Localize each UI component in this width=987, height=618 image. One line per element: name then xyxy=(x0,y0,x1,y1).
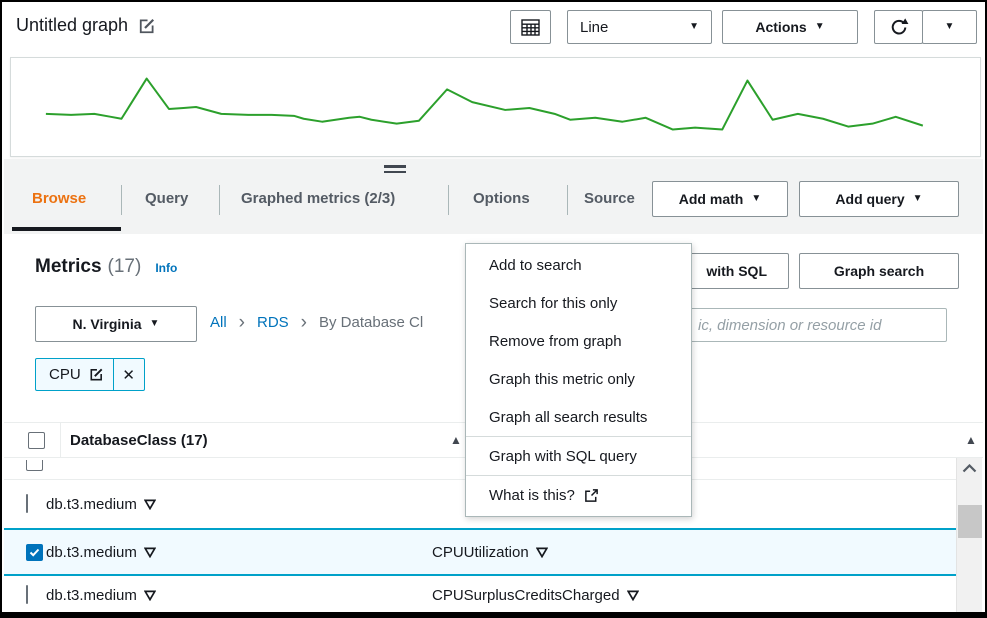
add-query-label: Add query xyxy=(835,191,905,207)
add-math-button[interactable]: Add math ▼ xyxy=(652,181,788,217)
caret-down-icon: ▼ xyxy=(814,21,825,32)
grid-icon xyxy=(521,18,540,36)
remove-filter-button[interactable]: ✕ xyxy=(112,359,144,390)
breadcrumb: All › RDS › By Database Cl xyxy=(210,311,424,333)
database-class-cell: db.t3.medium xyxy=(46,586,137,604)
menu-item-search-for-this-only[interactable]: Search for this only xyxy=(489,294,618,312)
add-query-button[interactable]: Add query ▼ xyxy=(799,181,959,217)
menu-item-graph-all-search-results[interactable]: Graph all search results xyxy=(489,408,648,426)
caret-down-icon: ▼ xyxy=(912,193,923,204)
filter-pill-label: CPU xyxy=(49,366,81,383)
table-row[interactable]: db.t3.medium CPUSurplusCreditsCharged xyxy=(4,576,956,612)
row-checkbox-checked[interactable] xyxy=(26,543,43,561)
filter-pill: CPU ✕ xyxy=(35,358,145,391)
row-checkbox[interactable] xyxy=(26,585,28,604)
menu-item-graph-this-metric-only[interactable]: Graph this metric only xyxy=(489,370,635,388)
region-label: N. Virginia xyxy=(72,316,142,332)
filter-caret-icon[interactable] xyxy=(626,590,639,601)
metric-line xyxy=(46,79,923,130)
chevron-right-icon: › xyxy=(238,311,245,333)
tab-query[interactable]: Query xyxy=(145,190,189,207)
context-menu: Add to search Search for this only Remov… xyxy=(465,243,692,517)
breadcrumb-link-rds[interactable]: RDS xyxy=(257,314,289,331)
menu-item-graph-with-sql-query[interactable]: Graph with SQL query xyxy=(489,447,637,465)
tab-separator xyxy=(448,185,449,215)
tab-separator xyxy=(219,185,220,215)
refresh-options-button[interactable]: ▼ xyxy=(922,10,977,44)
database-class-cell: db.t3.medium xyxy=(46,543,137,561)
caret-down-icon: ▼ xyxy=(689,21,699,32)
column-header-databaseclass[interactable]: DatabaseClass (17) xyxy=(70,432,208,449)
external-link-icon xyxy=(584,488,599,503)
graph-search-button[interactable]: Graph search xyxy=(799,253,959,289)
tab-browse[interactable]: Browse xyxy=(32,190,87,207)
active-tab-underline xyxy=(12,227,121,231)
row-checkbox[interactable] xyxy=(26,494,28,513)
caret-down-icon: ▼ xyxy=(149,318,160,329)
graph-title-row: Untitled graph xyxy=(16,15,156,36)
graph-type-select[interactable]: Line ▼ xyxy=(567,10,712,44)
metric-name-cell: CPUSurplusCreditsCharged xyxy=(432,586,620,604)
tab-strip: Browse Query Graphed metrics (2/3) Optio… xyxy=(4,159,983,234)
metric-search-input[interactable] xyxy=(692,308,947,342)
metrics-title: Metrics xyxy=(35,256,102,277)
column-divider xyxy=(60,423,61,458)
chevron-up-icon xyxy=(962,464,977,473)
refresh-icon xyxy=(889,17,909,37)
menu-item-label: What is this? xyxy=(489,486,575,504)
filter-caret-icon[interactable] xyxy=(143,590,156,601)
tab-separator xyxy=(121,185,122,215)
database-class-cell: db.t3.medium xyxy=(46,495,137,513)
filter-caret-icon[interactable] xyxy=(143,499,156,510)
actions-button[interactable]: Actions ▼ xyxy=(722,10,858,44)
select-all-checkbox[interactable] xyxy=(28,432,45,449)
sort-asc-icon-col2[interactable]: ▲ xyxy=(965,433,977,447)
tab-options[interactable]: Options xyxy=(473,190,530,207)
query-with-sql-label: with SQL xyxy=(706,263,767,279)
metric-chart[interactable] xyxy=(10,57,981,157)
caret-down-icon: ▼ xyxy=(944,21,955,32)
caret-down-icon: ▼ xyxy=(751,193,762,204)
chevron-right-icon: › xyxy=(300,311,307,333)
scrollbar-up-button[interactable] xyxy=(957,464,982,473)
menu-divider xyxy=(466,436,691,437)
table-row-selected[interactable]: db.t3.medium CPUUtilization xyxy=(4,528,956,576)
menu-divider xyxy=(466,475,691,476)
metrics-count: (17) xyxy=(107,256,142,277)
graph-title: Untitled graph xyxy=(16,15,129,35)
region-select[interactable]: N. Virginia ▼ xyxy=(35,306,197,342)
row-checkbox-partial[interactable] xyxy=(26,460,43,471)
scrollbar-thumb[interactable] xyxy=(958,505,982,538)
add-math-label: Add math xyxy=(678,191,744,207)
tab-separator xyxy=(567,185,568,215)
menu-item-remove-from-graph[interactable]: Remove from graph xyxy=(489,332,622,350)
graph-type-value: Line xyxy=(580,18,609,36)
close-icon: ✕ xyxy=(122,366,135,384)
menu-item-what-is-this[interactable]: What is this? xyxy=(466,476,691,514)
metric-name-cell: CPUUtilization xyxy=(432,543,529,561)
breadcrumb-link-all[interactable]: All xyxy=(210,314,227,331)
graph-search-label: Graph search xyxy=(833,263,925,279)
resize-handle[interactable] xyxy=(384,165,406,176)
actions-label: Actions xyxy=(755,19,807,35)
filter-caret-icon[interactable] xyxy=(143,547,156,558)
info-link[interactable]: Info xyxy=(155,261,178,275)
refresh-button[interactable] xyxy=(874,10,923,44)
number-widget-button[interactable] xyxy=(510,10,551,44)
edit-title-icon[interactable] xyxy=(138,17,156,35)
metrics-heading: Metrics (17) Info xyxy=(35,256,177,278)
scrollbar[interactable] xyxy=(956,458,982,612)
tab-graphed-metrics[interactable]: Graphed metrics (2/3) xyxy=(241,190,396,207)
menu-item-add-to-search[interactable]: Add to search xyxy=(489,256,582,274)
tab-source[interactable]: Source xyxy=(584,190,635,207)
filter-caret-icon[interactable] xyxy=(535,547,548,558)
edit-filter-icon[interactable] xyxy=(89,367,113,382)
breadcrumb-current: By Database Cl xyxy=(319,314,424,331)
chart-canvas xyxy=(11,58,980,156)
sort-asc-icon[interactable]: ▲ xyxy=(450,433,462,447)
